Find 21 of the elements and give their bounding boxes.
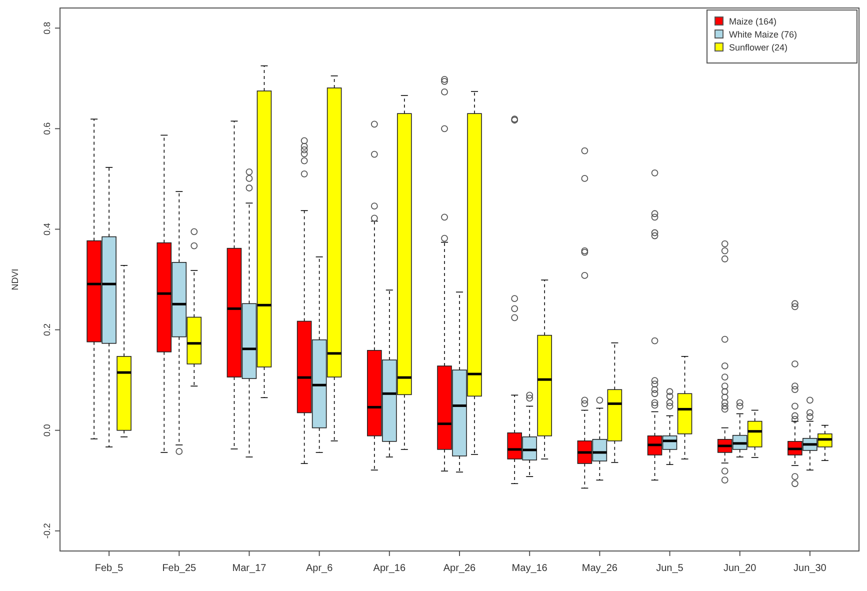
x-tick-label: Apr_16 [373, 563, 406, 574]
x-tick-label: Apr_26 [443, 563, 476, 574]
y-tick-label: 0.8 [42, 22, 52, 34]
legend-label: White Maize (76) [729, 30, 798, 40]
x-tick-label: Jun_30 [794, 563, 827, 574]
x-tick-label: Feb_5 [94, 563, 124, 574]
legend-label: Sunflower (24) [729, 42, 788, 52]
x-tick-label: May_16 [512, 563, 548, 574]
x-tick-label: Feb_25 [162, 563, 197, 574]
x-tick-label: Mar_17 [232, 563, 267, 574]
y-tick-label: 0.2 [42, 324, 52, 336]
x-tick-label: May_26 [582, 563, 618, 574]
x-tick-label: Jun_5 [656, 563, 684, 574]
y-tick-label: -0.2 [42, 523, 52, 539]
y-tick-label: 0.6 [42, 122, 52, 135]
y-tick-label: 0.0 [42, 424, 52, 437]
y-axis-title: NDVI [10, 268, 20, 290]
x-tick-label: Apr_6 [306, 563, 334, 574]
y-tick-label: 0.4 [42, 222, 52, 236]
x-tick-label: Jun_20 [723, 563, 757, 574]
legend-label: Maize (164) [729, 16, 777, 26]
